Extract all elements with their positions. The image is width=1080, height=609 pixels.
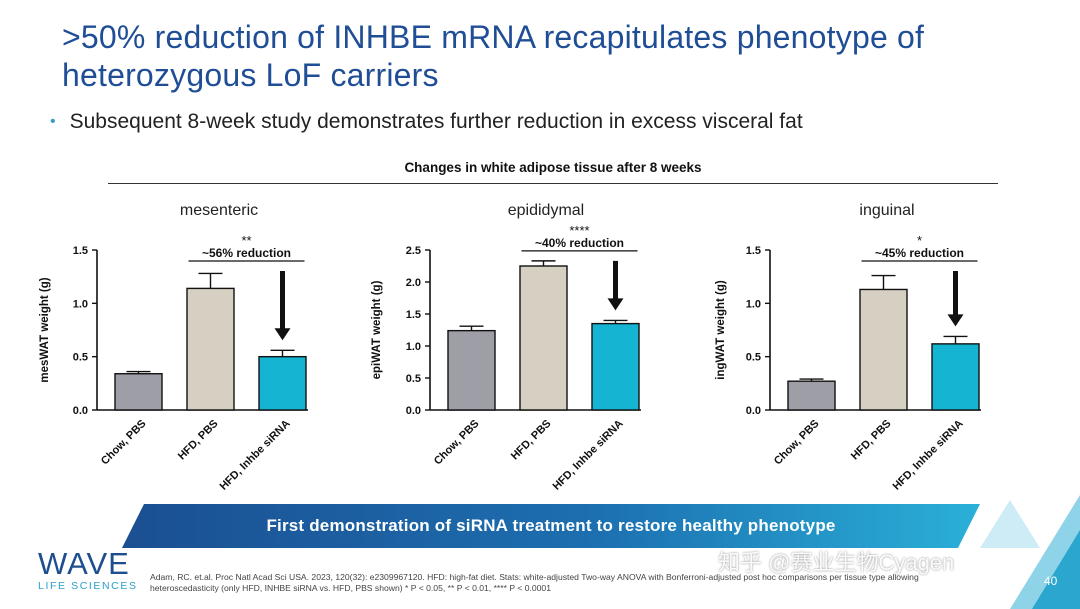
company-logo-subtitle: LIFE SCIENCES [38, 580, 138, 592]
y-tick-label: 0.5 [406, 373, 421, 385]
page-title: >50% reduction of INHBE mRNA recapitulat… [62, 19, 925, 93]
y-tick-label: 1.0 [406, 341, 421, 353]
x-tick-label: HFD, PBS [176, 418, 221, 463]
y-tick-label: 2.5 [406, 245, 421, 257]
y-axis-label: ingWAT weight (g) [715, 280, 727, 380]
x-tick-label: HFD, PBS [509, 418, 554, 463]
x-tick-label: Chow, PBS [772, 418, 822, 468]
bar [787, 380, 836, 411]
bar [447, 329, 496, 411]
down-arrow-head-icon [607, 298, 624, 311]
banner-text: First demonstration of siRNA treatment t… [266, 516, 836, 535]
down-arrow-head-icon [947, 314, 964, 327]
significance-stars: * [917, 233, 922, 248]
y-tick-label: 1.0 [73, 298, 88, 310]
bar [519, 265, 568, 411]
down-arrow-head-icon [274, 328, 291, 341]
x-tick-label: Chow, PBS [432, 418, 482, 468]
x-tick-label: HFD, Inhbe siRNA [891, 418, 966, 493]
chart-title: epididymal [508, 202, 584, 219]
citation-footnote: Adam, RC. et.al. Proc Natl Acad Sci USA.… [150, 572, 919, 593]
significance-stars: ** [241, 233, 251, 248]
charts-section-title: Changes in white adipose tissue after 8 … [404, 160, 702, 175]
y-tick-label: 1.5 [73, 245, 88, 257]
y-tick-label: 0.5 [746, 352, 761, 364]
bullet-dot-icon: • [50, 113, 56, 130]
watermark: 知乎 @赛业生物Cyagen [718, 550, 955, 575]
y-tick-label: 1.0 [746, 298, 761, 310]
x-tick-label: Chow, PBS [99, 418, 149, 468]
y-tick-label: 2.0 [406, 277, 421, 289]
bar [931, 343, 980, 411]
reduction-annotation: ~40% reduction [535, 236, 624, 250]
y-tick-label: 1.5 [746, 245, 761, 257]
bar [859, 288, 908, 411]
bullet-text: Subsequent 8-week study demonstrates fur… [69, 110, 803, 133]
y-tick-label: 0.0 [746, 405, 761, 417]
reduction-annotation: ~45% reduction [875, 246, 964, 260]
x-tick-label: HFD, Inhbe siRNA [551, 418, 626, 493]
y-tick-label: 0.0 [406, 405, 421, 417]
page-number: 40 [1044, 574, 1058, 588]
y-tick-label: 0.5 [73, 352, 88, 364]
company-logo: WAVE [38, 546, 130, 581]
y-axis-label: mesWAT weight (g) [39, 277, 51, 382]
chart-title: inguinal [859, 202, 914, 219]
x-tick-label: HFD, Inhbe siRNA [218, 418, 293, 493]
bar [591, 322, 640, 411]
chart-title: mesenteric [180, 202, 258, 219]
bar [114, 373, 163, 411]
bar [186, 287, 235, 411]
bullet-point: • Subsequent 8-week study demonstrates fu… [50, 110, 803, 134]
y-tick-label: 0.0 [73, 405, 88, 417]
bar [258, 355, 307, 411]
banner-background [122, 504, 980, 548]
reduction-annotation: ~56% reduction [202, 246, 291, 260]
charts-area: mesenteric 0.0 0.5 1.0 1.5 mesWAT weight (g) C… [39, 202, 981, 493]
charts-divider [108, 183, 998, 184]
y-tick-label: 1.5 [406, 309, 421, 321]
y-axis-label: epiWAT weight (g) [371, 280, 383, 379]
significance-stars: **** [569, 223, 589, 238]
x-tick-label: HFD, PBS [849, 418, 894, 463]
